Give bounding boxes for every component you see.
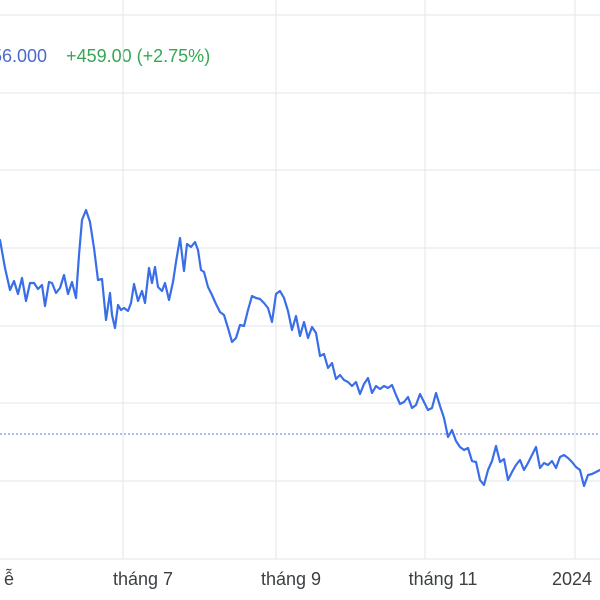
vertical-gridlines (122, 0, 576, 559)
x-tick-label: 2024 (552, 569, 592, 589)
horizontal-gridlines (0, 14, 600, 560)
x-tick-label: tháng 9 (261, 569, 321, 589)
x-tick-label: tháng 7 (113, 569, 173, 589)
price-change-summary: 56.000 +459.00 (+2.75%) (0, 44, 210, 68)
price-change: +459.00 (+2.75%) (66, 46, 211, 66)
x-tick-label: tháng 11 (409, 569, 478, 589)
x-axis-tick-labels: ễ tháng 7 tháng 9 tháng 11 2024 (4, 568, 592, 589)
x-tick-label: ễ (4, 568, 14, 589)
price-series-line (0, 208, 600, 488)
previous-close-value: 56.000 (0, 46, 48, 66)
